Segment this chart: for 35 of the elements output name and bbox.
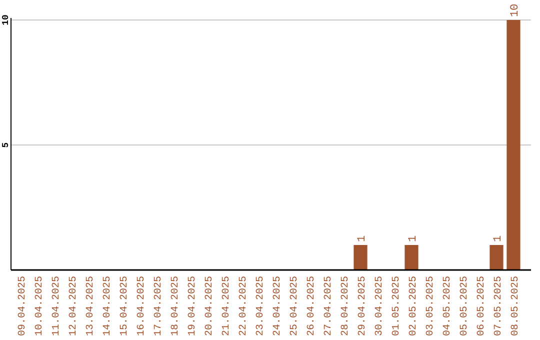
x-tick-label: 03.05.2025 — [426, 276, 436, 336]
x-tick-label: 15.04.2025 — [120, 276, 130, 336]
x-tick-label: 30.04.2025 — [374, 276, 386, 336]
x-tick-label: 05.05.2025 — [460, 276, 470, 336]
data-label: 1 — [492, 235, 504, 242]
x-tick-label: 12.04.2025 — [68, 276, 80, 336]
x-tick-label: 25.04.2025 — [290, 276, 300, 336]
data-label: 10 — [510, 4, 522, 17]
x-tick-label: 18.04.2025 — [170, 276, 182, 336]
x-tick-label: 19.04.2025 — [188, 276, 198, 336]
x-tick-label: 20.04.2025 — [204, 276, 216, 336]
x-tick-label: 10.04.2025 — [34, 276, 46, 336]
x-tick-label: 09.04.2025 — [18, 276, 28, 336]
x-tick-label: 07.05.2025 — [494, 276, 504, 336]
x-tick-label: 06.05.2025 — [476, 276, 488, 336]
x-tick-label: 02.05.2025 — [408, 276, 420, 336]
x-tick-label: 04.05.2025 — [442, 276, 454, 336]
x-tick-label: 23.04.2025 — [256, 276, 266, 336]
x-tick-label: 11.04.2025 — [52, 276, 62, 336]
y-tick-label: 5 — [1, 142, 11, 148]
x-tick-label: 16.04.2025 — [136, 276, 148, 336]
x-tick-label: 24.04.2025 — [272, 276, 284, 336]
x-tick-label: 01.05.2025 — [392, 276, 402, 336]
x-tick-label: 27.04.2025 — [324, 276, 334, 336]
x-tick-label: 22.04.2025 — [238, 276, 250, 336]
x-tick-label: 08.05.2025 — [510, 276, 522, 336]
x-tick-label: 14.04.2025 — [102, 276, 114, 336]
x-tick-label: 26.04.2025 — [306, 276, 318, 336]
x-tick-label: 21.04.2025 — [222, 276, 232, 336]
data-label: 1 — [356, 235, 368, 242]
x-tick-label: 29.04.2025 — [358, 276, 368, 336]
x-tick-label: 13.04.2025 — [86, 276, 96, 336]
x-tick-label: 28.04.2025 — [340, 276, 352, 336]
data-label: 1 — [408, 235, 420, 242]
x-tick-label: 17.04.2025 — [154, 276, 164, 336]
